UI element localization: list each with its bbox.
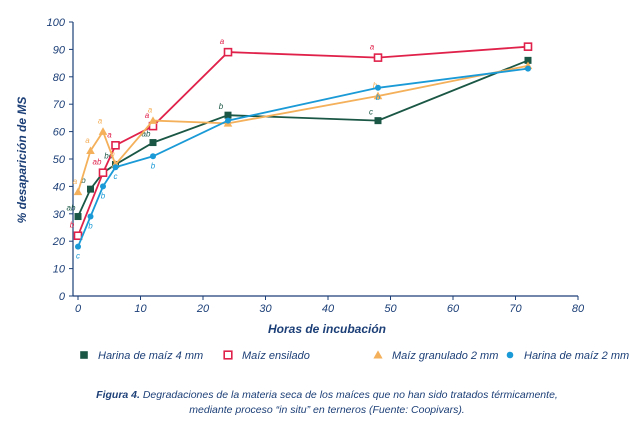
point-harina-2mm-48h [375,84,381,91]
legend-marker-maiz-granulado-2mm [373,350,383,359]
y-tick-label-60: 60 [53,127,66,139]
axes: 0 10 20 30 40 50 60 70 80 90 100 0 10 20 30 40 50 60 70 80 [47,17,585,315]
sig-label-maiz-granulado-2mm-4h: a [98,117,103,126]
x-tick-label-40: 40 [322,303,335,315]
sig-label-maiz-ensilado-4h: ab [93,158,102,167]
sig-label-harina-4mm-0h: ab [67,204,76,213]
legend-marker-harina-4mm [80,351,88,359]
point-harina-4mm-2h [87,185,94,193]
y-tick-label-40: 40 [53,181,66,193]
series-line-maiz-ensilado [77,45,529,237]
sig-label-maiz-ensilado-6h: a [107,130,112,139]
point-maiz-ensilado-48h [373,53,383,62]
legend-marker-harina-2mm [506,351,514,359]
sig-label-harina-2mm-12h: b [151,161,156,170]
sig-label-maiz-granulado-2mm-0h: a [73,177,78,186]
x-tick-label-80: 80 [572,303,585,315]
x-tick-label-0: 0 [75,303,82,315]
point-maiz-ensilado-6h [111,141,120,150]
point-harina-2mm-24h [225,117,231,124]
legend: Harina de maíz 4 mm Maíz ensilado Maíz gra… [80,350,629,362]
legend-label-harina-4mm: Harina de maíz 4 mm [98,350,203,362]
legend-item-harina-4mm: Harina de maíz 4 mm [80,350,203,362]
point-harina-2mm-4h [100,183,106,190]
sig-label-maiz-granulado-2mm-2h: a [85,136,90,145]
y-tick-label-90: 90 [53,44,66,56]
x-tick-label-10: 10 [134,303,147,315]
point-harina-2mm-72h [525,65,531,72]
legend-marker-maiz-ensilado [223,350,233,360]
point-harina-4mm-72h [524,56,532,64]
y-tick-label-80: 80 [53,72,66,84]
sig-label-harina-2mm-4h: b [101,191,106,200]
y-tick-label-0: 0 [59,291,66,303]
point-harina-4mm-0h [74,213,82,221]
point-maiz-ensilado-0h [73,231,83,241]
y-tick-label-50: 50 [53,154,66,166]
sig-label-maiz-ensilado-12h: a [145,111,150,120]
point-maiz-granulado-2mm-12h [148,116,158,124]
sig-label-maiz-granulado-2mm-48h: b [373,81,378,90]
y-tick-label-10: 10 [53,264,66,276]
sig-label-harina-4mm-2h: b [81,176,86,185]
point-maiz-ensilado-4h [98,168,108,177]
y-tick-label-100: 100 [47,17,66,29]
point-maiz-granulado-2mm-0h [73,187,83,196]
point-harina-2mm-2h [87,213,94,220]
caption-label: Figura 4. [96,389,140,401]
point-maiz-ensilado-24h [223,47,233,57]
point-maiz-granulado-2mm-48h [373,91,383,100]
point-harina-2mm-0h [75,243,81,250]
sig-label-harina-2mm-6h: c [114,172,118,181]
sig-label-harina-2mm-48h: b [376,93,381,102]
series-line-maiz-granulado-2mm [77,64,529,193]
legend-item-harina-2mm: Harina de maíz 2 mm [506,350,629,362]
sig-label-harina-4mm-12h: ab [142,130,151,139]
legend-item-maiz-granulado-2mm: Maíz granulado 2 mm [373,350,498,362]
point-harina-2mm-12h [150,153,156,160]
x-tick-label-20: 20 [196,303,210,315]
point-maiz-ensilado-72h [523,42,533,51]
y-tick-label-20: 20 [52,236,66,248]
caption-line-1: Figura 4. Degradaciones de la materia se… [96,389,558,401]
x-axis-title: Horas de incubación [268,322,386,336]
sig-label-maiz-granulado-2mm-12h: a [148,106,153,115]
x-tick-label-70: 70 [509,303,522,315]
sig-label-harina-2mm-2h: b [88,222,93,231]
legend-label-harina-2mm: Harina de maíz 2 mm [524,350,629,362]
legend-item-maiz-ensilado: Maíz ensilado [223,350,310,362]
sig-label-maiz-ensilado-48h: a [370,43,375,52]
y-tick-label-30: 30 [53,209,66,221]
point-harina-2mm-6h [112,164,119,171]
point-harina-4mm-24h [224,111,232,119]
legend-label-maiz-granulado-2mm: Maíz granulado 2 mm [392,350,498,362]
point-harina-4mm-12h [149,139,157,147]
point-harina-4mm-48h [374,117,382,125]
point-maiz-granulado-2mm-2h [86,146,95,155]
sig-label-harina-4mm-24h: b [219,102,224,111]
x-tick-label-60: 60 [447,303,460,315]
caption-text-1: Degradaciones de la materia seca de los … [140,389,558,401]
sig-label-maiz-ensilado-0h: b [70,221,75,230]
sig-label-harina-2mm-0h: c [76,252,80,261]
caption-line-2: mediante proceso “in situ” en terneros (… [189,404,464,416]
series-line-harina-2mm [77,67,529,248]
sig-label-harina-4mm-48h: c [369,108,373,117]
x-tick-label-50: 50 [384,303,397,315]
sig-label-harina-4mm-6h: bc [104,151,112,160]
sig-label-maiz-ensilado-24h: a [220,37,225,46]
legend-label-maiz-ensilado: Maíz ensilado [242,350,310,362]
x-tick-label-30: 30 [259,303,272,315]
y-tick-label-70: 70 [53,99,66,111]
point-maiz-granulado-2mm-4h [98,127,108,135]
y-axis-title: % desaparición de MS [15,97,29,224]
sig-label-maiz-granulado-2mm-6h: b [110,149,115,158]
